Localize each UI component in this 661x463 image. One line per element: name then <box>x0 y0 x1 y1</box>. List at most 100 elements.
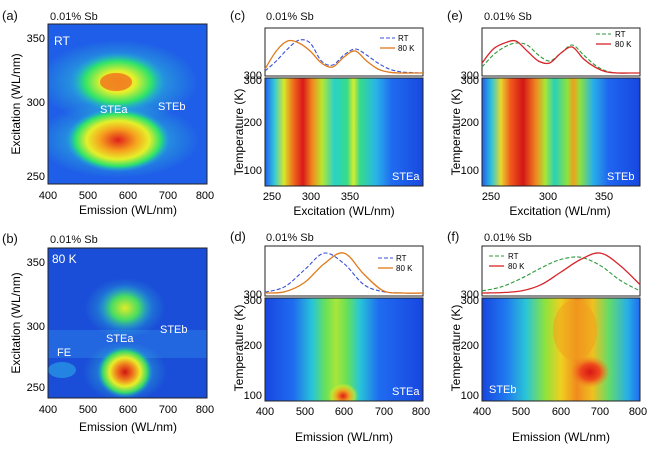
legend-rt-d: RT <box>396 254 407 263</box>
series-80k-c <box>264 39 423 74</box>
x-tick-a-1: 500 <box>79 190 97 202</box>
top-tick-d: 300 <box>244 289 262 301</box>
x-axis-label-d: Emission (WL/nm) <box>295 430 393 444</box>
y-tick-b-2: 350 <box>27 257 45 269</box>
y-axis-label-d: Temperature (K) <box>232 305 246 392</box>
x-axis-label-a: Emission (WL/nm) <box>79 203 177 217</box>
heatmap-b <box>48 248 207 398</box>
x-tick-e-1: 300 <box>539 191 557 203</box>
heatmap-e <box>482 78 640 186</box>
panel-label-a: (a) <box>2 8 18 23</box>
corner-label-d: STEa <box>392 386 420 398</box>
series-80k-e <box>481 39 640 74</box>
x-tick-b-3: 700 <box>159 404 177 416</box>
annotation-steb-a: STEb <box>158 101 186 113</box>
spectrum-box-d <box>264 245 424 297</box>
x-tick-a-4: 800 <box>196 190 214 202</box>
y-tick-a-1: 300 <box>27 97 45 109</box>
panel-label-b: (b) <box>2 231 18 246</box>
x-ticks-f: 400 500 600 700 800 <box>473 406 647 418</box>
x-tick-d-4: 800 <box>412 406 430 418</box>
panel-title-f: 0.01% Sb <box>484 232 532 244</box>
x-tick-b-0: 400 <box>39 404 57 416</box>
panel-label-d: (d) <box>230 229 246 244</box>
panel-label-e: (e) <box>447 8 463 23</box>
x-axis-label-e: Excitation (WL/nm) <box>509 204 610 218</box>
panel-d: (d) 0.01% Sb RT 80 K 300 STEa 400 500 60… <box>230 229 430 444</box>
y-tick-c-2: 300 <box>244 75 262 87</box>
x-tick-a-0: 400 <box>39 190 57 202</box>
x-ticks-b: 400 500 600 700 800 <box>39 404 214 416</box>
y-axis-label-a: Excitation (WL/nm) <box>9 53 23 154</box>
legend-rt-c: RT <box>398 34 409 43</box>
panel-label-f: (f) <box>447 229 459 244</box>
x-tick-e-0: 250 <box>482 191 500 203</box>
y-tick-d-0: 100 <box>244 390 262 402</box>
annotation-steb-b: STEb <box>160 324 188 336</box>
panel-b: (b) 0.01% Sb 80 K FE STEa STEb 400 500 6… <box>2 231 214 434</box>
y-tick-c-1: 200 <box>244 117 262 129</box>
y-ticks-b: 250 300 350 <box>27 257 45 394</box>
x-axis-label-b: Emission (WL/nm) <box>79 420 177 434</box>
y-tick-e-0: 100 <box>461 165 479 177</box>
legend-80k-d: 80 K <box>396 264 413 273</box>
x-ticks-e: 250 300 350 <box>482 191 613 203</box>
x-tick-b-4: 800 <box>196 404 214 416</box>
y-axis-label-f: Temperature (K) <box>449 305 463 392</box>
x-tick-f-0: 400 <box>473 406 491 418</box>
x-tick-c-1: 300 <box>302 191 320 203</box>
heatmap-d <box>265 298 423 401</box>
panel-c: (c) 0.01% Sb RT 80 K 300 STEa 250 300 35… <box>230 8 424 218</box>
series-80k-f <box>481 252 641 294</box>
annotation-stea-b: STEa <box>106 333 134 345</box>
y-tick-f-2: 300 <box>461 295 479 307</box>
x-tick-f-1: 500 <box>512 406 530 418</box>
x-tick-f-4: 800 <box>629 406 647 418</box>
panel-title-e: 0.01% Sb <box>484 11 532 23</box>
panel-a: (a) 0.01% Sb RT STEa STEb 400 500 600 70… <box>2 8 214 217</box>
y-tick-e-2: 300 <box>461 75 479 87</box>
spectrum-box-e <box>481 27 641 77</box>
x-tick-f-3: 700 <box>591 406 609 418</box>
y-ticks-c: 100 200 300 <box>244 75 262 177</box>
y-tick-e-1: 200 <box>461 117 479 129</box>
condition-tag-b: 80 K <box>52 252 77 266</box>
x-tick-f-2: 600 <box>552 406 570 418</box>
panel-e: (e) 0.01% Sb RT 80 K 300 STEb 250 300 35… <box>447 8 641 218</box>
x-tick-a-2: 600 <box>119 190 137 202</box>
legend-rt-f: RT <box>508 252 519 261</box>
x-tick-c-2: 350 <box>341 191 359 203</box>
x-axis-label-c: Excitation (WL/nm) <box>293 204 394 218</box>
y-axis-label-e: Temperature (K) <box>449 89 463 176</box>
y-ticks-e: 100 200 300 <box>461 75 479 177</box>
series-80k-d <box>264 252 424 294</box>
x-tick-d-0: 400 <box>256 406 274 418</box>
x-axis-label-f: Emission (WL/nm) <box>512 430 610 444</box>
y-axis-label-c: Temperature (K) <box>232 89 246 176</box>
y-tick-c-0: 100 <box>244 165 262 177</box>
series-rt-c <box>264 39 424 74</box>
heatmap-a <box>48 24 207 184</box>
panel-title-b: 0.01% Sb <box>50 234 98 246</box>
annotation-stea-a: STEa <box>100 104 128 116</box>
legend-80k-f: 80 K <box>508 262 525 271</box>
x-ticks-c: 250 300 350 <box>263 191 359 203</box>
y-ticks-f: 100 200 300 <box>461 295 479 402</box>
panel-title-d: 0.01% Sb <box>266 232 314 244</box>
corner-label-c: STEa <box>392 171 420 183</box>
top-tick-e: 300 <box>461 70 479 82</box>
x-tick-c-0: 250 <box>263 191 281 203</box>
x-ticks-a: 400 500 600 700 800 <box>39 190 214 202</box>
heatmap-f <box>482 298 640 401</box>
y-tick-b-0: 250 <box>27 382 45 394</box>
y-tick-a-0: 250 <box>27 171 45 183</box>
series-rt-f <box>481 256 641 292</box>
x-tick-a-3: 700 <box>159 190 177 202</box>
x-tick-d-1: 500 <box>296 406 314 418</box>
y-ticks-a: 250 300 350 <box>27 33 45 183</box>
x-tick-d-3: 700 <box>375 406 393 418</box>
panel-f: (f) 0.01% Sb RT 80 K 300 STEb 400 500 60… <box>447 229 647 444</box>
panel-label-c: (c) <box>230 8 245 23</box>
